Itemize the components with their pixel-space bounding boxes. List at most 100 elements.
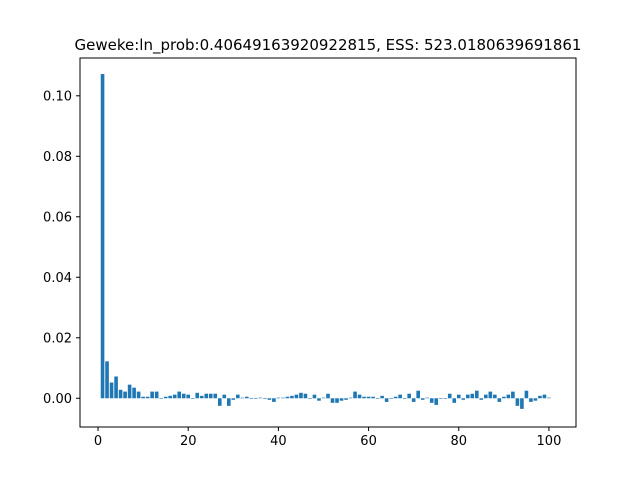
bar <box>249 398 254 399</box>
bar <box>168 395 172 399</box>
bar <box>100 74 105 399</box>
bar <box>145 396 150 399</box>
bar <box>438 398 443 399</box>
bar <box>470 393 475 399</box>
bar <box>150 391 154 399</box>
bar <box>547 397 551 399</box>
bar <box>303 393 308 399</box>
bar <box>217 398 222 406</box>
bar <box>222 394 227 399</box>
bar <box>447 393 452 399</box>
bar <box>127 384 132 399</box>
bar <box>425 397 430 399</box>
y-axis: 0.00 0.02 0.04 0.06 0.08 0.10 <box>43 89 80 407</box>
bar <box>429 398 434 403</box>
bar <box>353 391 357 399</box>
bar <box>272 398 276 402</box>
y-tick-label: 0.10 <box>43 89 72 104</box>
bars-group <box>100 74 551 409</box>
bar <box>380 395 384 399</box>
bar <box>515 398 520 406</box>
bar <box>330 398 335 403</box>
bar <box>308 398 312 399</box>
bar <box>317 398 321 401</box>
bar <box>204 393 209 399</box>
bar <box>443 398 448 399</box>
bar <box>267 398 272 400</box>
bar <box>524 390 529 399</box>
bar <box>389 398 393 399</box>
bar <box>488 391 493 399</box>
x-tick-label: 40 <box>270 434 287 449</box>
bar <box>181 393 186 399</box>
x-tick-label: 100 <box>537 434 562 449</box>
bar <box>245 396 249 399</box>
bar <box>393 396 398 399</box>
bar <box>362 396 366 399</box>
bar <box>177 391 182 399</box>
bar <box>497 398 502 402</box>
axes-frame <box>79 57 577 428</box>
bar <box>366 396 371 399</box>
bar <box>339 398 344 401</box>
bar <box>348 397 353 399</box>
bar <box>114 376 118 399</box>
bar <box>312 394 317 399</box>
bar <box>240 397 245 399</box>
bar <box>199 395 204 399</box>
bar <box>402 398 407 399</box>
bar <box>456 394 461 399</box>
bar <box>163 396 168 399</box>
bar <box>542 394 547 399</box>
bar <box>529 398 533 402</box>
x-tick-label: 60 <box>360 434 377 449</box>
plot-area: 0 20 40 60 80 100 0.00 0.02 0.04 0.06 0.08 0.10 <box>43 57 577 449</box>
bar <box>493 394 497 399</box>
bar <box>465 394 470 399</box>
bar <box>186 394 191 399</box>
bar <box>236 394 240 399</box>
bar <box>213 393 218 399</box>
bar <box>461 398 466 400</box>
bar <box>136 391 141 399</box>
bar <box>263 398 267 399</box>
bar <box>159 398 163 399</box>
y-tick-label: 0.00 <box>43 392 72 407</box>
x-tick-label: 0 <box>94 434 102 449</box>
bar <box>123 391 127 399</box>
bar <box>154 391 159 399</box>
bar <box>208 393 213 399</box>
bar <box>109 382 114 399</box>
bar <box>384 398 389 402</box>
bar <box>231 398 236 400</box>
y-tick-label: 0.06 <box>43 210 72 225</box>
bar <box>227 398 231 406</box>
bar <box>294 394 299 399</box>
bar <box>326 393 330 399</box>
bar <box>321 397 326 399</box>
bar <box>475 390 479 399</box>
bar <box>276 397 281 399</box>
bar <box>371 396 375 399</box>
bar <box>420 398 425 400</box>
x-tick-label: 20 <box>180 434 197 449</box>
bar <box>411 398 416 402</box>
bar <box>538 395 542 399</box>
x-tick-label: 80 <box>450 434 467 449</box>
y-tick-label: 0.08 <box>43 150 72 165</box>
bar <box>299 392 303 399</box>
x-axis: 0 20 40 60 80 100 <box>94 427 561 449</box>
chart-title: Geweke:ln_prob:0.40649163920922815, ESS:… <box>75 36 582 55</box>
bar <box>484 394 488 399</box>
bar <box>511 391 515 399</box>
bar <box>502 396 506 399</box>
bar <box>290 395 294 399</box>
bar <box>285 396 290 399</box>
bar <box>105 361 109 399</box>
bar <box>452 398 457 403</box>
y-tick-label: 0.02 <box>43 331 72 346</box>
y-tick-label: 0.04 <box>43 271 72 286</box>
bar <box>375 398 380 399</box>
